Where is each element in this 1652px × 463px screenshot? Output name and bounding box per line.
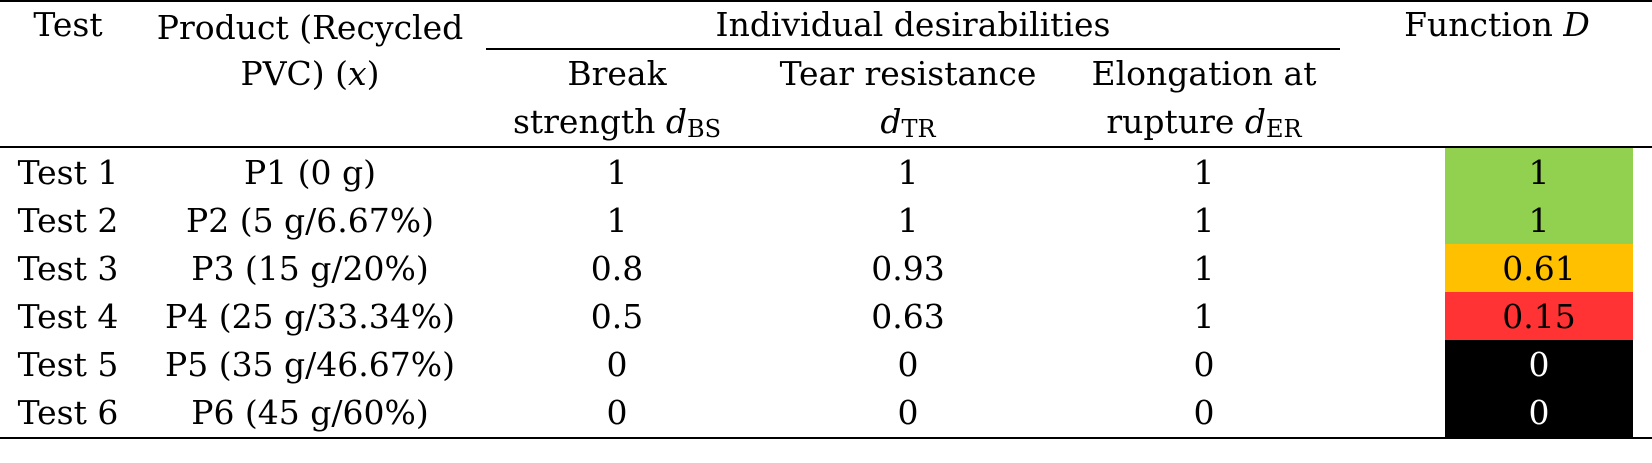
- header-product: Product (Recycled PVC) (x): [146, 3, 474, 99]
- cell-function-d: 0: [1528, 393, 1550, 432]
- header-bs-symbol: d: [665, 102, 687, 141]
- d-cell-bg: [1445, 196, 1633, 246]
- cell-break-strength: 0.8: [590, 249, 644, 288]
- header-bs-sub: BS: [686, 115, 722, 143]
- bottom-rule: [0, 437, 1652, 439]
- header-product-line2-text: PVC) (: [240, 54, 349, 93]
- cell-tear-resistance: 0.63: [871, 297, 945, 336]
- header-break-strength: Break strength dBS: [486, 49, 748, 154]
- header-group: Individual desirabilities: [715, 5, 1111, 44]
- header-function-label: Function: [1404, 5, 1564, 44]
- header-tear-resistance: Tear resistance dTR: [770, 49, 1046, 154]
- header-tr-sub: TR: [901, 115, 936, 143]
- cell-function-d: 0.61: [1502, 249, 1576, 288]
- cell-test: Test 6: [17, 393, 119, 432]
- d-cell-bg: [1445, 340, 1633, 390]
- cell-test: Test 1: [17, 153, 119, 192]
- header-er-symbol: d: [1244, 102, 1266, 141]
- header-tr-line2: dTR: [770, 97, 1046, 154]
- cell-test: Test 3: [17, 249, 119, 288]
- header-er-line2-text: rupture: [1106, 102, 1245, 141]
- cell-product: P6 (45 g/60%): [191, 393, 429, 432]
- cell-elongation: 0: [1193, 345, 1215, 384]
- cell-elongation: 1: [1193, 297, 1215, 336]
- cell-product: P4 (25 g/33.34%): [165, 297, 455, 336]
- header-bs-line2-text: strength: [512, 102, 666, 141]
- cell-test: Test 5: [17, 345, 119, 384]
- cell-function-d: 0.15: [1502, 297, 1576, 336]
- cell-tear-resistance: 1: [897, 201, 919, 240]
- group-rule: [486, 48, 1340, 50]
- cell-tear-resistance: 0: [897, 393, 919, 432]
- header-er-sub: ER: [1266, 115, 1302, 143]
- cell-break-strength: 0: [606, 393, 628, 432]
- top-rule: [0, 0, 1652, 2]
- cell-product: P5 (35 g/46.67%): [165, 345, 455, 384]
- cell-product: P1 (0 g): [243, 153, 377, 192]
- cell-break-strength: 0: [606, 345, 628, 384]
- cell-break-strength: 1: [606, 153, 628, 192]
- header-test: Test: [33, 5, 103, 44]
- cell-function-d: 1: [1528, 153, 1550, 192]
- cell-tear-resistance: 0.93: [871, 249, 945, 288]
- cell-product: P2 (5 g/6.67%): [186, 201, 434, 240]
- cell-elongation: 1: [1193, 201, 1215, 240]
- cell-elongation: 0: [1193, 393, 1215, 432]
- d-cell-bg: [1445, 388, 1633, 438]
- header-function-d: Function D: [1352, 0, 1642, 50]
- header-product-line2: PVC) (x): [146, 49, 474, 99]
- header-product-var: x: [348, 54, 367, 93]
- header-er-line2: rupture dER: [1066, 97, 1342, 154]
- header-elongation: Elongation at rupture dER: [1066, 49, 1342, 154]
- cell-function-d: 0: [1528, 345, 1550, 384]
- header-tr-line1: Tear resistance: [779, 54, 1037, 93]
- header-bottom-rule: [0, 146, 1652, 148]
- cell-elongation: 1: [1193, 249, 1215, 288]
- cell-break-strength: 0.5: [590, 297, 644, 336]
- cell-product: P3 (15 g/20%): [191, 249, 429, 288]
- header-product-close: ): [366, 54, 380, 93]
- cell-test: Test 4: [17, 297, 119, 336]
- header-product-line1: Product (Recycled: [156, 8, 464, 47]
- d-cell-bg: [1445, 292, 1633, 342]
- cell-function-d: 1: [1528, 201, 1550, 240]
- cell-elongation: 1: [1193, 153, 1215, 192]
- d-cell-bg: [1445, 244, 1633, 294]
- header-bs-line1: Break: [567, 54, 667, 93]
- cell-break-strength: 1: [606, 201, 628, 240]
- cell-test: Test 2: [17, 201, 119, 240]
- header-tr-symbol: d: [880, 102, 902, 141]
- cell-tear-resistance: 0: [897, 345, 919, 384]
- header-er-line1: Elongation at: [1091, 54, 1317, 93]
- header-bs-line2: strength dBS: [486, 97, 748, 154]
- d-cell-bg: [1445, 148, 1633, 198]
- cell-tear-resistance: 1: [897, 153, 919, 192]
- header-function-symbol: D: [1563, 5, 1590, 44]
